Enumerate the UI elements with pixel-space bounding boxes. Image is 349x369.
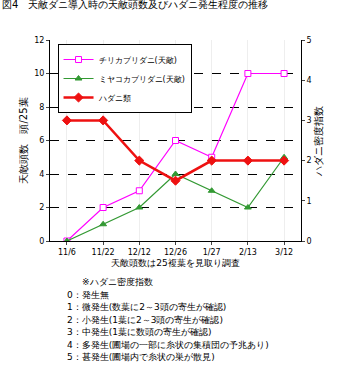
svg-text:2: 2	[39, 203, 44, 212]
svg-text:0: 0	[307, 237, 312, 246]
svg-text:3: 3	[307, 116, 312, 125]
svg-text:12: 12	[34, 36, 44, 45]
svg-text:3：中発生(1葉に数頭の寄生が確認): 3：中発生(1葉に数頭の寄生が確認)	[67, 327, 211, 337]
svg-text:4：多発生(圃場の一部に糸状の集積団の予兆あり): 4：多発生(圃場の一部に糸状の集積団の予兆あり)	[67, 340, 269, 350]
svg-text:4: 4	[307, 76, 312, 85]
svg-text:天敵頭数は25複葉を見取り調査: 天敵頭数は25複葉を見取り調査	[111, 258, 239, 268]
svg-text:10: 10	[34, 69, 44, 78]
svg-text:6: 6	[39, 136, 44, 145]
svg-text:12/26: 12/26	[164, 248, 187, 257]
svg-text:2/13: 2/13	[239, 248, 257, 257]
svg-text:チリカブリダニ(天敵): チリカブリダニ(天敵)	[99, 56, 177, 65]
svg-text:ハダニ密度指数: ハダニ密度指数	[313, 106, 324, 177]
svg-text:ミヤコカブリダニ(天敵): ミヤコカブリダニ(天敵)	[99, 75, 185, 84]
svg-text:2：小発生(1葉に2～3頭の寄生が確認): 2：小発生(1葉に2～3頭の寄生が確認)	[67, 315, 223, 325]
svg-text:0: 0	[39, 237, 44, 246]
svg-text:ハダニ類: ハダニ類	[98, 94, 131, 103]
svg-text:12/12: 12/12	[128, 248, 151, 257]
svg-text:4: 4	[39, 170, 44, 179]
svg-text:1: 1	[307, 197, 312, 206]
svg-text:1：微発生(数葉に2～3頭の寄生が確認): 1：微発生(数葉に2～3頭の寄生が確認)	[67, 302, 226, 312]
svg-text:2: 2	[307, 156, 312, 165]
svg-text:5: 5	[307, 36, 312, 45]
svg-text:天敵頭数 頭/25葉: 天敵頭数 頭/25葉	[18, 97, 29, 183]
svg-text:11/22: 11/22	[92, 248, 115, 257]
svg-text:0：発生無: 0：発生無	[67, 290, 109, 300]
svg-text:3/12: 3/12	[275, 248, 293, 257]
svg-text:5：甚発生(圃場内で糸状の巣が散見): 5：甚発生(圃場内で糸状の巣が散見)	[67, 352, 215, 362]
svg-text:図4 天敵ダニ導入時の天敵頭数及びハダニ発生程度の推移: 図4 天敵ダニ導入時の天敵頭数及びハダニ発生程度の推移	[2, 0, 268, 10]
svg-text:1/27: 1/27	[203, 248, 221, 257]
svg-text:11/6: 11/6	[58, 248, 76, 257]
svg-text:8: 8	[39, 103, 44, 112]
svg-text:※ハダニ密度指数: ※ハダニ密度指数	[82, 277, 153, 287]
